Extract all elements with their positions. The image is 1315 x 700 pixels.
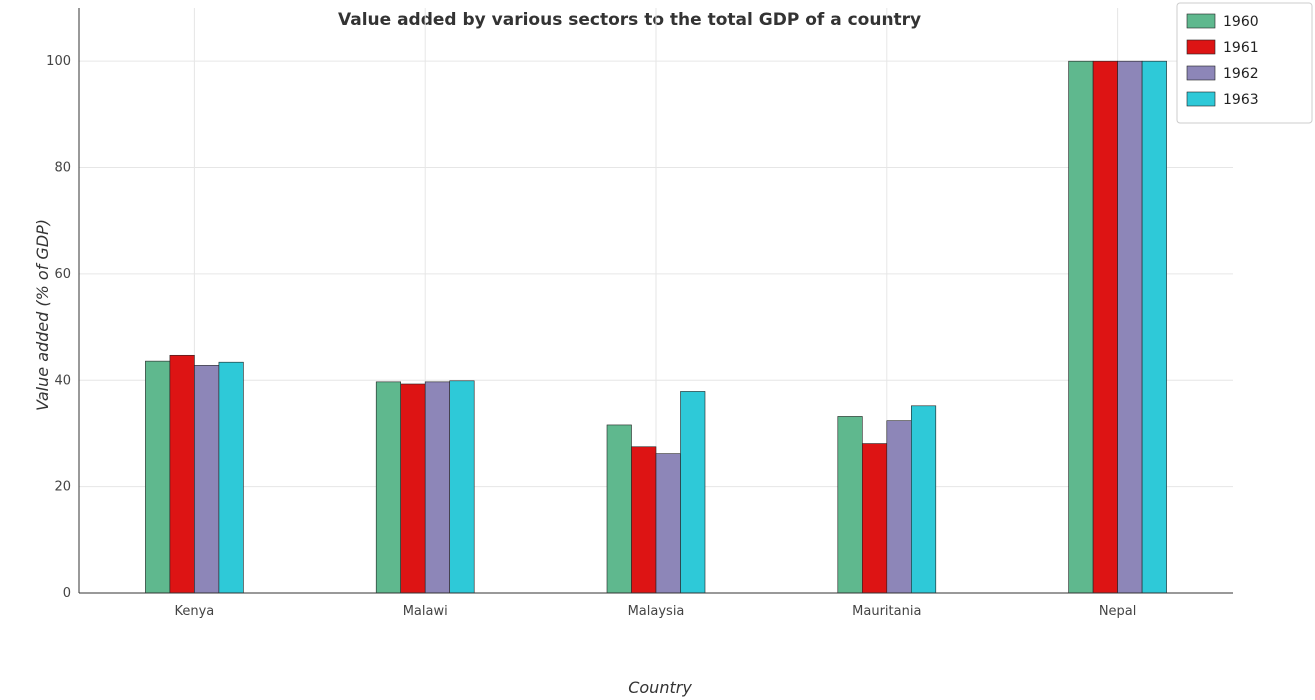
legend: 1960 1961 1962 1963 — [1176, 2, 1313, 124]
y-tick-label: 80 — [54, 161, 71, 176]
bar-kenya-1961 — [169, 354, 195, 594]
x-tick-label: Mauritania — [852, 604, 921, 619]
y-tick-label: 20 — [54, 480, 71, 495]
axes — [78, 8, 1233, 594]
bar-malaysia-1962 — [655, 453, 681, 594]
x-tick-label: Malaysia — [628, 604, 685, 619]
y-tick-label: 0 — [63, 586, 71, 601]
bar-mauritania-1963 — [910, 405, 937, 594]
legend-label-1962: 1962 — [1223, 66, 1259, 82]
legend-label-1963: 1963 — [1223, 92, 1259, 108]
x-tick-label: Nepal — [1099, 604, 1137, 619]
y-axis-label: Value added (% of GDP) — [33, 219, 52, 411]
legend-swatch-1961 — [1186, 39, 1216, 55]
x-tick-labels: Kenya Malawi Malaysia Mauritania Nepal — [175, 604, 1137, 619]
bar-malaysia-1960 — [606, 424, 632, 594]
bar-nepal-1962 — [1117, 60, 1143, 594]
y-tick-label: 100 — [46, 54, 71, 69]
legend-swatch-1962 — [1186, 65, 1216, 81]
bar-nepal-1960 — [1068, 60, 1094, 594]
chart-title: Value added by various sectors to the to… — [338, 10, 921, 30]
bar-nepal-1961 — [1092, 60, 1118, 594]
legend-label-1961: 1961 — [1223, 40, 1259, 56]
bar-mauritania-1962 — [886, 420, 912, 594]
bar-malawi-1963 — [449, 380, 475, 594]
bar-malaysia-1961 — [631, 446, 657, 594]
x-tick-label: Kenya — [175, 604, 215, 619]
bar-kenya-1963 — [218, 361, 244, 594]
bar-nepal-1963 — [1141, 60, 1167, 594]
bars — [145, 60, 1167, 594]
x-axis-label: Country — [628, 678, 692, 697]
bar-mauritania-1961 — [861, 443, 888, 594]
y-tick-label: 40 — [54, 373, 71, 388]
bar-malawi-1962 — [424, 381, 451, 594]
legend-swatch-1960 — [1186, 13, 1216, 29]
x-tick-label: Malawi — [403, 604, 448, 619]
bar-malawi-1961 — [400, 383, 426, 594]
bar-kenya-1962 — [194, 365, 220, 594]
bar-malawi-1960 — [375, 381, 402, 594]
bar-malaysia-1963 — [680, 391, 706, 594]
legend-swatch-1963 — [1186, 91, 1216, 107]
bar-kenya-1960 — [145, 360, 171, 594]
legend-label-1960: 1960 — [1223, 14, 1259, 30]
y-tick-labels: 0 20 40 60 80 100 — [46, 54, 71, 601]
bar-mauritania-1960 — [837, 416, 863, 594]
y-tick-label: 60 — [54, 267, 71, 282]
